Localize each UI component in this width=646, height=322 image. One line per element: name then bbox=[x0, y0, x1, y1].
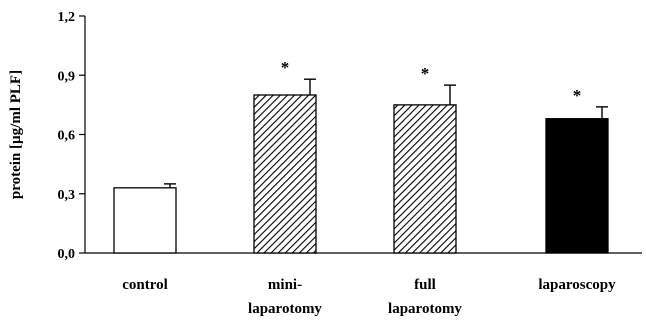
y-tick-label: 0,9 bbox=[58, 69, 76, 84]
labels: 0,0 0,3 0,6 0,9 1,2 control * mini-laparotomy * f… bbox=[58, 10, 617, 317]
x-category-label: laparoscopy bbox=[538, 277, 616, 293]
bar bbox=[393, 104, 457, 254]
bar bbox=[253, 94, 317, 254]
x-category-label: mini- bbox=[268, 277, 302, 293]
x-category-label: laparotomy bbox=[388, 301, 462, 317]
y-tick-label: 0,6 bbox=[58, 129, 76, 144]
x-category-label: control bbox=[122, 277, 168, 293]
significance-star: * bbox=[421, 64, 430, 83]
bars bbox=[113, 78, 609, 254]
x-category-label: full bbox=[414, 277, 436, 293]
significance-star: * bbox=[281, 58, 290, 77]
y-axis-title: protein [µg/ml PLF] bbox=[8, 70, 24, 199]
y-tick-label: 0,3 bbox=[58, 188, 76, 203]
y-tick-label: 0,0 bbox=[58, 247, 76, 262]
bar bbox=[545, 118, 609, 254]
y-tick-label: 1,2 bbox=[58, 10, 76, 25]
bar bbox=[113, 187, 177, 254]
significance-star: * bbox=[573, 86, 582, 105]
x-category-label: laparotomy bbox=[248, 301, 322, 317]
